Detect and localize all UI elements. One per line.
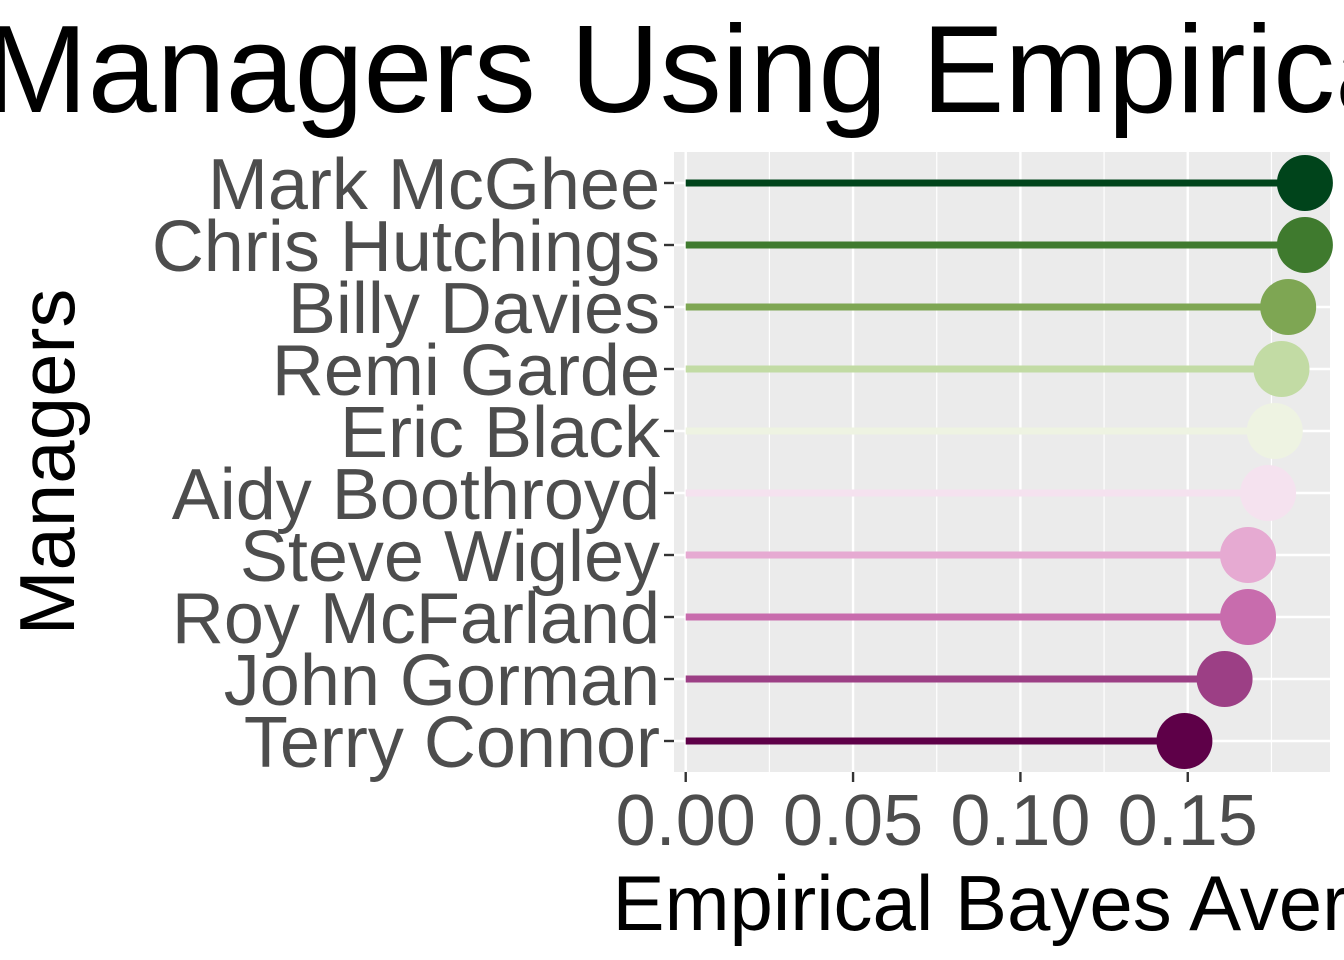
- y-axis-ticks: [664, 181, 674, 743]
- category-label: Mark McGhee: [208, 145, 660, 225]
- lollipop-point: [1260, 279, 1317, 335]
- lollipop-point: [1276, 217, 1333, 273]
- category-label: Aidy Boothroyd: [172, 455, 660, 535]
- lollipop-point: [1253, 341, 1310, 397]
- y-axis-title: Managers: [3, 289, 91, 636]
- lollipop-point: [1276, 155, 1333, 211]
- category-label: Steve Wigley: [240, 517, 660, 597]
- lollipop-point: [1240, 465, 1297, 521]
- category-label: Roy McFarland: [172, 579, 660, 659]
- x-tick-label: 0.10: [950, 781, 1090, 861]
- x-tick-label: 0.15: [1118, 781, 1258, 861]
- chart-title: Managers Using Empirical: [0, 1, 1344, 139]
- x-axis-tick-labels: 0.00 0.05 0.10 0.15: [616, 781, 1258, 861]
- lollipop-point: [1196, 651, 1253, 707]
- x-axis-title: Empirical Bayes Avera: [613, 859, 1344, 947]
- category-label: Eric Black: [340, 393, 661, 473]
- x-axis-ticks: [684, 772, 1189, 782]
- x-tick-label: 0.05: [783, 781, 923, 861]
- lollipop-point: [1246, 403, 1303, 459]
- category-label: John Gorman: [224, 641, 660, 721]
- lollipop-series: [685, 155, 1333, 769]
- x-tick-label: 0.00: [616, 781, 756, 861]
- category-label: Terry Connor: [244, 703, 660, 783]
- category-label: Chris Hutchings: [152, 207, 660, 287]
- category-label: Billy Davies: [288, 269, 660, 349]
- lollipop-point: [1220, 589, 1276, 645]
- minor-gridlines: [768, 152, 1273, 772]
- lollipop-point: [1156, 713, 1213, 769]
- lollipop-point: [1220, 527, 1276, 583]
- category-label: Remi Garde: [272, 331, 660, 411]
